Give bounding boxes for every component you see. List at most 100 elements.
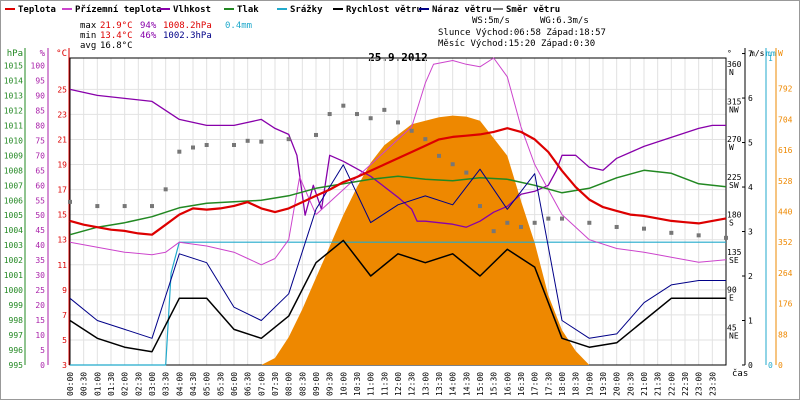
stat-min-label: min	[80, 31, 96, 41]
pct-axis-tick: 25	[35, 286, 45, 295]
series-wind-direction-point	[546, 216, 551, 221]
x-tick-label: 15:00	[476, 372, 485, 396]
series-ground-temperature	[69, 57, 727, 266]
series-wind-direction-point	[177, 149, 182, 154]
hpa-axis-tick: 997	[9, 331, 24, 340]
x-tick-label: 02:30	[134, 372, 143, 396]
x-tick-label: 07:30	[271, 372, 280, 396]
dir-axis-tick: 135	[727, 248, 742, 257]
stat-sun: Slunce Východ:06:58 Západ:18:57	[438, 28, 606, 38]
solar-axis-tick: 792	[778, 85, 793, 94]
legend-label: Rychlost větru	[346, 4, 422, 15]
pct-axis-tick: 0	[40, 361, 45, 370]
stat-min-press: 1002.3hPa	[163, 31, 212, 41]
series-wind-direction-point	[341, 103, 346, 108]
hpa-axis-tick: 1005	[4, 211, 23, 220]
dir-axis-tick: 90	[727, 286, 737, 295]
x-tick-label: 22:30	[681, 372, 690, 396]
series-wind-direction-point	[724, 235, 728, 240]
solar-axis-tick: 88	[778, 330, 788, 339]
pct-axis-tick: 55	[35, 196, 45, 205]
temp-axis-tick: 17	[57, 186, 67, 195]
hpa-axis-tick: 1006	[4, 196, 23, 205]
hpa-axis-tick: 1011	[4, 121, 23, 130]
x-tick-label: 16:30	[517, 372, 526, 396]
x-tick-label: 22:00	[667, 372, 676, 396]
x-tick-label: 17:30	[544, 372, 553, 396]
x-tick-label: 12:30	[408, 372, 417, 396]
x-tick-label: 08:00	[285, 372, 294, 396]
x-tick-label: 17:00	[531, 372, 540, 396]
hpa-axis-tick: 1013	[4, 91, 23, 100]
x-axis-label: čas	[732, 368, 748, 379]
dir-axis-name: SW	[729, 181, 739, 190]
series-wind-direction-point	[614, 224, 619, 229]
stats-block: max 21.9°C 94% 1008.2hPa 0.4mm min 13.4°…	[80, 16, 606, 51]
x-tick-label: 04:00	[175, 372, 184, 396]
series-wind-direction-point	[245, 138, 250, 143]
series-wind-direction-point	[696, 233, 701, 238]
series-wind-direction-point	[163, 187, 168, 192]
series-wind-direction-point	[314, 132, 318, 137]
x-tick-label: 12:00	[394, 372, 403, 396]
wind-axis-tick: 1	[748, 317, 753, 326]
x-tick-label: 20:00	[613, 372, 622, 396]
pct-axis-tick: 40	[35, 241, 45, 250]
series-wind-direction-point	[150, 204, 154, 209]
hpa-axis-tick: 1012	[4, 106, 23, 115]
hpa-axis-tick: 1007	[4, 181, 23, 190]
x-tick-label: 02:00	[121, 372, 130, 396]
x-tick-label: 09:30	[326, 372, 335, 396]
x-tick-label: 01:00	[93, 372, 102, 396]
hpa-axis-tick: 1009	[4, 151, 23, 160]
pct-axis-tick: 50	[35, 211, 45, 220]
stat-max-rain: 0.4mm	[225, 21, 252, 31]
x-tick-label: 18:00	[558, 372, 567, 396]
legend-label: Směr větru	[506, 4, 560, 15]
x-tick-label: 13:00	[421, 372, 430, 396]
solar-axis-tick: 704	[778, 115, 793, 124]
series-humidity	[69, 88, 726, 228]
series-wind-direction-point	[355, 112, 359, 117]
hpa-axis-tick: 1004	[4, 226, 23, 235]
pct-axis-tick: 30	[35, 271, 45, 280]
series-wind-speed	[69, 239, 726, 353]
dir-axis-tick: 315	[727, 97, 742, 106]
plot-area	[68, 57, 728, 366]
rain-axis-unit: mm	[766, 49, 776, 58]
wind-axis-tick: 4	[748, 183, 753, 192]
series-wind-direction-point	[68, 199, 72, 204]
series-wind-direction-point	[368, 116, 373, 121]
pct-axis-tick: 65	[35, 166, 45, 175]
temp-axis-tick: 11	[57, 261, 67, 270]
x-tick-label: 16:00	[503, 372, 512, 396]
wind-axis-tick: 0	[748, 361, 753, 370]
hpa-axis-tick: 1003	[4, 241, 23, 250]
solar-axis-tick: 176	[778, 300, 793, 309]
stat-moon: Měsíc Východ:15:20 Západ:0:30	[438, 39, 595, 49]
series-wind-direction-point	[519, 224, 523, 229]
x-tick-label: 07:00	[257, 372, 266, 396]
series-wind-direction-point	[491, 229, 496, 234]
hpa-axis-tick: 1002	[4, 256, 23, 265]
x-tick-label: 11:00	[367, 372, 376, 396]
wind-axis-tick: 2	[748, 272, 753, 281]
dir-axis-name: NE	[729, 331, 739, 340]
stat-max-temp: 21.9°C	[100, 21, 133, 31]
hpa-axis-unit: hPa	[7, 49, 23, 59]
stat-min-temp: 13.4°C	[100, 31, 133, 41]
dir-axis-name: E	[729, 294, 734, 303]
wind-axis-tick: 5	[748, 139, 753, 148]
dir-axis-name: SE	[729, 256, 739, 265]
x-tick-label: 20:30	[626, 372, 635, 396]
x-axis: 00:00 00:30 01:00 01:30 02:00 02:30 03:00 03:30…	[66, 372, 717, 396]
series-wind-direction-point	[232, 142, 236, 147]
series-wind-direction-point	[642, 226, 646, 231]
pct-axis-tick: 70	[35, 151, 45, 160]
pct-axis-tick: 80	[35, 121, 45, 130]
pct-axis-unit: %	[40, 49, 46, 59]
x-tick-label: 23:30	[708, 372, 717, 396]
series-wind-direction-point	[327, 112, 332, 117]
stat-max-label: max	[80, 21, 97, 31]
series-wind-direction-point	[587, 220, 592, 225]
